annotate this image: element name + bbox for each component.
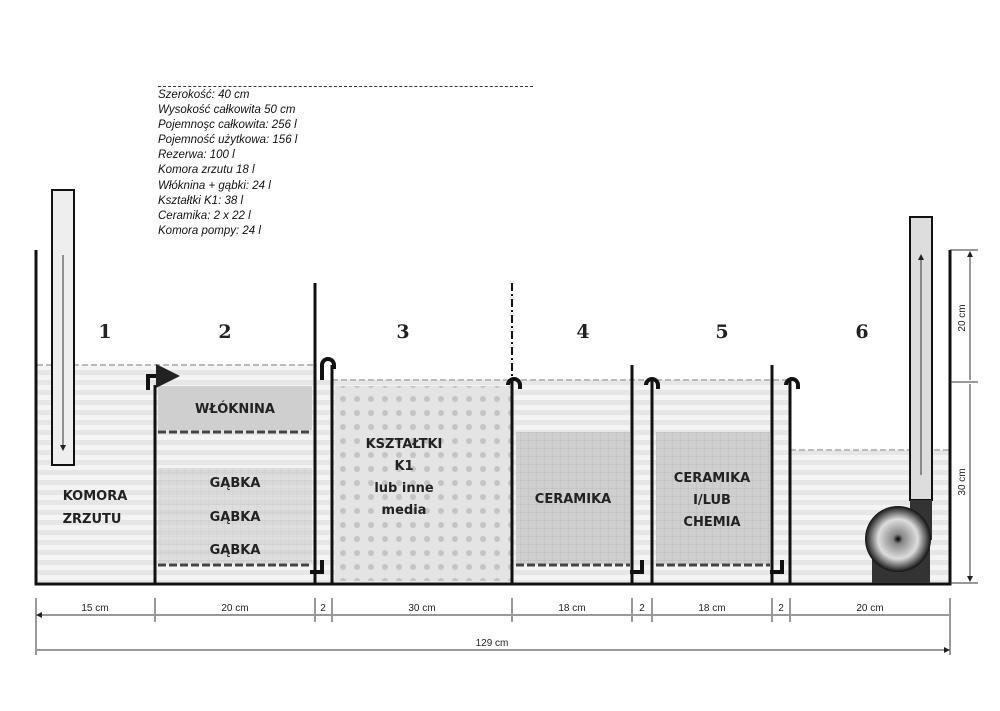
chamber-numbers: 1 2 3 4 5 6 [98, 321, 868, 343]
spec: Włóknina + gąbki: 24 l [158, 179, 271, 192]
spec: Rezerwa: 100 l [158, 149, 235, 162]
label: KSZTAŁTKI [366, 437, 443, 452]
label: CERAMIKA [535, 492, 611, 507]
label: 20 cm [957, 304, 968, 331]
spec: Komora pompy: 24 l [158, 224, 261, 237]
label: 15 cm [81, 603, 108, 614]
walls [34, 250, 952, 586]
label: K1 [394, 459, 413, 474]
spec: Ceramika: 2 x 22 l [158, 209, 251, 222]
label: 20 cm [856, 603, 883, 614]
label: 6 [855, 321, 868, 343]
pump [865, 216, 933, 583]
label: 129 cm [476, 638, 509, 649]
spec: Pojemnoşc całkowita: 256 l [158, 119, 297, 132]
dimension-labels: 15 cm 20 cm 2 30 cm 18 cm 2 18 cm 2 20 c… [81, 304, 968, 649]
label: 4 [576, 321, 589, 343]
label: media [382, 503, 427, 518]
label: 2 [218, 321, 231, 343]
spec: Kształtki K1: 38 l [158, 194, 244, 207]
label: 1 [98, 321, 111, 343]
chamber-labels: KOMORA ZRZUTU WŁÓKNINA GĄBKA GĄBKA GĄBKA… [63, 401, 751, 558]
label: 2 [778, 603, 784, 614]
label: 5 [715, 321, 728, 343]
label: CERAMIKA [674, 471, 750, 486]
label: GĄBKA [210, 543, 261, 558]
specifications-list: Szerokość: 40 cm Wysokość całkowita 50 c… [158, 86, 533, 239]
overflow-pipes [146, 357, 800, 574]
dimension-lines [36, 250, 978, 655]
label: 2 [320, 603, 326, 614]
label: ZRZUTU [63, 512, 122, 527]
spec: Wysokość całkowita 50 cm [158, 104, 296, 117]
label: CHEMIA [683, 515, 740, 530]
label: 2 [639, 603, 645, 614]
label: 30 cm [408, 603, 435, 614]
spec: Szerokość: 40 cm [158, 89, 250, 101]
label: KOMORA [63, 489, 128, 504]
label: lub inne [374, 481, 434, 496]
inlet-pipe [51, 189, 75, 466]
filter-media [158, 386, 770, 581]
label: 18 cm [558, 603, 585, 614]
label: WŁÓKNINA [195, 401, 275, 417]
label: 30 cm [957, 468, 968, 495]
spec: Pojemność użytkowa: 156 l [158, 134, 298, 147]
label: GĄBKA [210, 476, 261, 491]
label: 20 cm [221, 603, 248, 614]
label: 3 [396, 321, 409, 343]
label: GĄBKA [210, 510, 261, 525]
spec: Komora zrzutu 18 l [158, 164, 255, 177]
label: I/LUB [693, 493, 731, 508]
label: 18 cm [698, 603, 725, 614]
